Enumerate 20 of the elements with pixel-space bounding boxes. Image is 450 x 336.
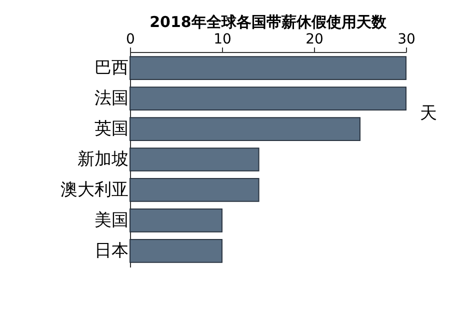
bar bbox=[130, 56, 406, 80]
chart-title: 2018年全球各国带薪休假使用天数 bbox=[150, 13, 388, 31]
y-tick-label: 新加坡 bbox=[78, 150, 128, 170]
bar bbox=[130, 208, 222, 232]
x-tick-label: 30 bbox=[398, 32, 416, 48]
y-tick-label: 英国 bbox=[94, 119, 128, 140]
y-tick-label: 美国 bbox=[94, 210, 128, 230]
x-axis-title: 天 bbox=[420, 104, 437, 124]
bar bbox=[130, 148, 260, 172]
x-tick-label: 10 bbox=[214, 32, 232, 48]
y-tick-label: 法国 bbox=[94, 88, 128, 109]
x-tick-label: 20 bbox=[306, 32, 324, 48]
bar bbox=[130, 86, 406, 110]
bar bbox=[130, 178, 260, 202]
y-tick-label: 日本 bbox=[94, 240, 128, 261]
bar bbox=[130, 239, 222, 263]
x-tick-label: 0 bbox=[126, 32, 135, 48]
y-tick-label: 巴西 bbox=[94, 58, 128, 78]
y-tick-label: 澳大利亚 bbox=[60, 180, 128, 200]
bar bbox=[130, 117, 360, 141]
